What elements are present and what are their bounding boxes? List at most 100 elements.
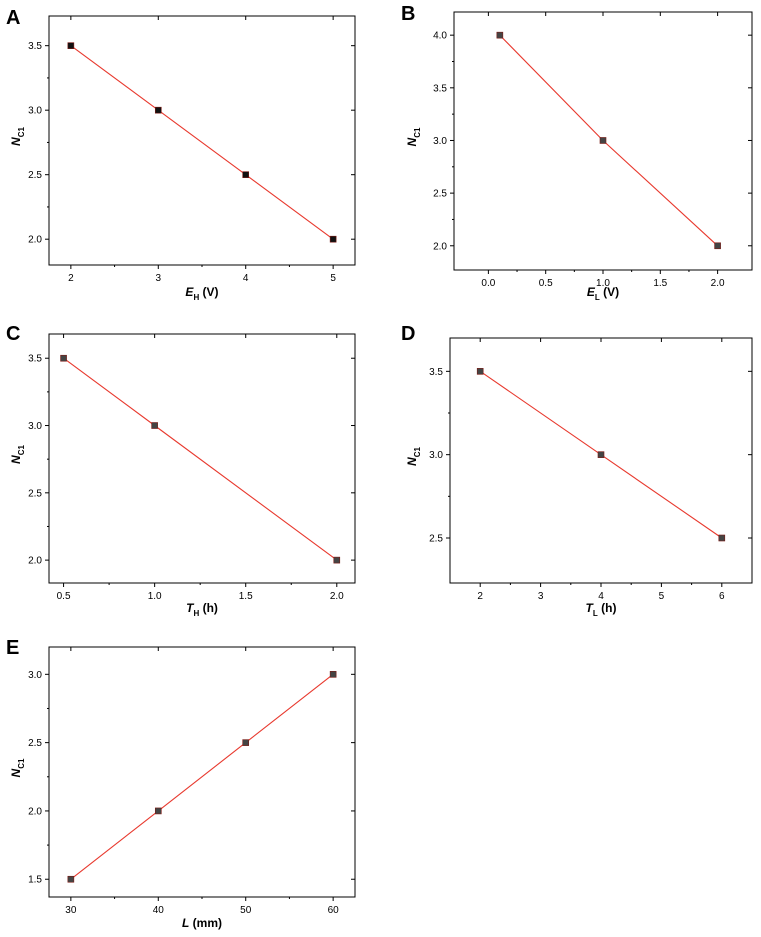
panel-c-y-tick-label: 2.5: [28, 488, 42, 499]
panel-d-x-axis-label-subscript: L: [593, 609, 598, 618]
panel-b-data-point: [496, 31, 504, 39]
panel-a-y-tick-label: 3.5: [28, 41, 42, 52]
panel-d-y-tick-label: 2.5: [429, 534, 443, 545]
panel-a-data-point: [329, 235, 337, 243]
panel-e-y-axis-label: NC1: [9, 758, 26, 777]
panel-c-y-axis-label: NC1: [9, 445, 26, 464]
panel-e-x-tick-label: 40: [153, 905, 165, 916]
panel-c: C 0.5 1.0 1.5 2.0 2.0 2.5 3.0 3.5 TH (h) NC1: [6, 323, 356, 618]
panel-c-y-tick-label: 2.0: [28, 556, 42, 567]
panel-b-x-tick-label: 2.0: [711, 278, 725, 289]
panel-d-x-tick-label: 4: [598, 591, 604, 602]
panel-c-x-axis-label-unit: (h): [199, 601, 218, 615]
panel-b-y-axis-label-subscript: C1: [413, 127, 422, 138]
panel-b-x-axis-label: EL (V): [587, 285, 619, 302]
panel-c-y-axis-label-subscript: C1: [17, 445, 26, 456]
panel-c-frame: [48, 333, 356, 584]
panel-e-series-line: [70, 673, 334, 880]
panel-b-y-tick-label: 3.5: [433, 83, 447, 94]
panel-b-x-axis-label-unit: (V): [600, 285, 619, 299]
panel-a-letter: A: [6, 7, 20, 29]
panel-a-frame: [48, 15, 356, 266]
panel-d-data-point: [718, 534, 726, 542]
panel-b-letter: B: [401, 3, 415, 25]
panel-a-x-axis-label: EH (V): [185, 285, 218, 302]
panel-b-x-tick-label: 1.0: [596, 278, 610, 289]
panel-b-y-axis-label-symbol: N: [405, 137, 419, 146]
panel-c-y-axis-label-symbol: N: [9, 455, 23, 464]
panel-a-data-point: [67, 42, 75, 49]
panel-b-series-line: [499, 34, 718, 247]
panel-d-letter: D: [401, 323, 415, 345]
panel-e-x-axis-label-symbol: L: [182, 916, 189, 930]
panel-a-data-point: [154, 106, 162, 114]
panel-c-letter: C: [6, 323, 20, 345]
panel-b-y-tick-label: 2.5: [433, 189, 447, 200]
panel-b-x-axis-label-symbol: E: [587, 285, 596, 299]
panel-d-y-tick-label: 3.0: [429, 450, 443, 461]
panel-a-y-axis-label-subscript: C1: [17, 127, 26, 138]
panel-e-y-axis-label-symbol: N: [9, 768, 23, 777]
panel-c-x-tick-label: 0.5: [57, 591, 71, 602]
panel-b-x-tick-label: 1.5: [653, 278, 667, 289]
panel-b-y-tick-label: 3.0: [433, 136, 447, 147]
panel-e-data-point: [329, 671, 337, 678]
panel-e-y-axis-label-subscript: C1: [17, 758, 26, 769]
panel-e-x-axis-label: L (mm): [182, 916, 222, 930]
panel-e-data-point: [154, 807, 162, 815]
panel-b-x-tick-label: 0.0: [481, 278, 495, 289]
panel-a-data-point: [242, 171, 250, 178]
panel-a-x-tick-label: 2: [68, 273, 74, 284]
panel-e-data-point: [242, 739, 250, 746]
panel-d-y-axis-label-subscript: C1: [413, 447, 422, 458]
panel-c-data-point: [333, 556, 341, 564]
panel-e-frame: [48, 646, 356, 898]
panel-d-data-point: [476, 368, 484, 375]
panel-e-x-tick-label: 50: [240, 905, 252, 916]
panel-d-frame: [449, 337, 753, 584]
panel-e-x-axis-label-unit: (mm): [189, 916, 222, 930]
panel-c-x-axis-label-symbol: T: [186, 601, 195, 615]
panel-a-y-tick-label: 3.0: [28, 106, 42, 117]
panel-c-x-tick-label: 1.0: [148, 591, 162, 602]
panel-a-y-axis-label-symbol: N: [9, 137, 23, 146]
panel-e-data-point: [67, 875, 75, 883]
panel-a-y-tick-label: 2.0: [28, 235, 42, 246]
panel-a-series-line: [70, 45, 334, 240]
panel-a-y-tick-label: 2.5: [28, 170, 42, 181]
panel-e-y-tick-label: 2.0: [28, 806, 42, 817]
panel-d-y-axis-label: NC1: [405, 447, 422, 466]
panel-d-x-tick-label: 3: [538, 591, 544, 602]
panel-d-x-axis-label-symbol: T: [586, 601, 595, 615]
panel-b-x-axis-label-subscript: L: [595, 293, 600, 302]
panel-d-x-tick-label: 5: [659, 591, 665, 602]
panel-c-x-axis-label: TH (h): [186, 601, 218, 618]
panel-e-y-tick-label: 2.5: [28, 738, 42, 749]
panel-a: A 2 3 4 5 2.0 2.5 3.0 3.5 EH (V) NC1: [6, 7, 356, 302]
panel-b-y-axis-label: NC1: [405, 127, 422, 146]
panel-e-x-tick-label: 60: [328, 905, 340, 916]
panel-a-x-tick-label: 3: [156, 273, 162, 284]
panel-b: B 0.0 0.5 1.0 1.5 2.0 2.0 2.5 3.0 3.5 4.0 EL (V) NC1: [401, 3, 753, 302]
panel-c-y-tick-label: 3.5: [28, 354, 42, 365]
panel-b-data-point: [714, 242, 721, 250]
panel-d-x-axis-label-unit: (h): [598, 601, 617, 615]
panel-c-x-tick-label: 2.0: [330, 591, 344, 602]
panel-d-x-tick-label: 6: [719, 591, 725, 602]
panel-d-y-tick-label: 3.5: [429, 367, 443, 378]
panel-c-x-axis-label-subscript: H: [193, 609, 199, 618]
panel-a-x-axis-label-symbol: E: [185, 285, 194, 299]
panel-c-series-line: [63, 357, 338, 561]
panel-a-y-axis-label: NC1: [9, 127, 26, 146]
panel-b-y-tick-label: 4.0: [433, 31, 447, 42]
panel-b-data-point: [599, 137, 607, 144]
panel-c-x-tick-label: 1.5: [239, 591, 253, 602]
panel-a-x-axis-label-subscript: H: [193, 293, 199, 302]
panel-e: E 30 40 50 60 1.5 2.0 2.5 3.0 L (mm) NC1: [6, 637, 356, 930]
panel-c-data-point: [151, 422, 158, 429]
panel-e-x-tick-label: 30: [65, 905, 77, 916]
panel-d-x-axis-label: TL (h): [586, 601, 617, 618]
panel-e-letter: E: [6, 637, 19, 659]
panel-a-x-tick-label: 4: [243, 273, 249, 284]
